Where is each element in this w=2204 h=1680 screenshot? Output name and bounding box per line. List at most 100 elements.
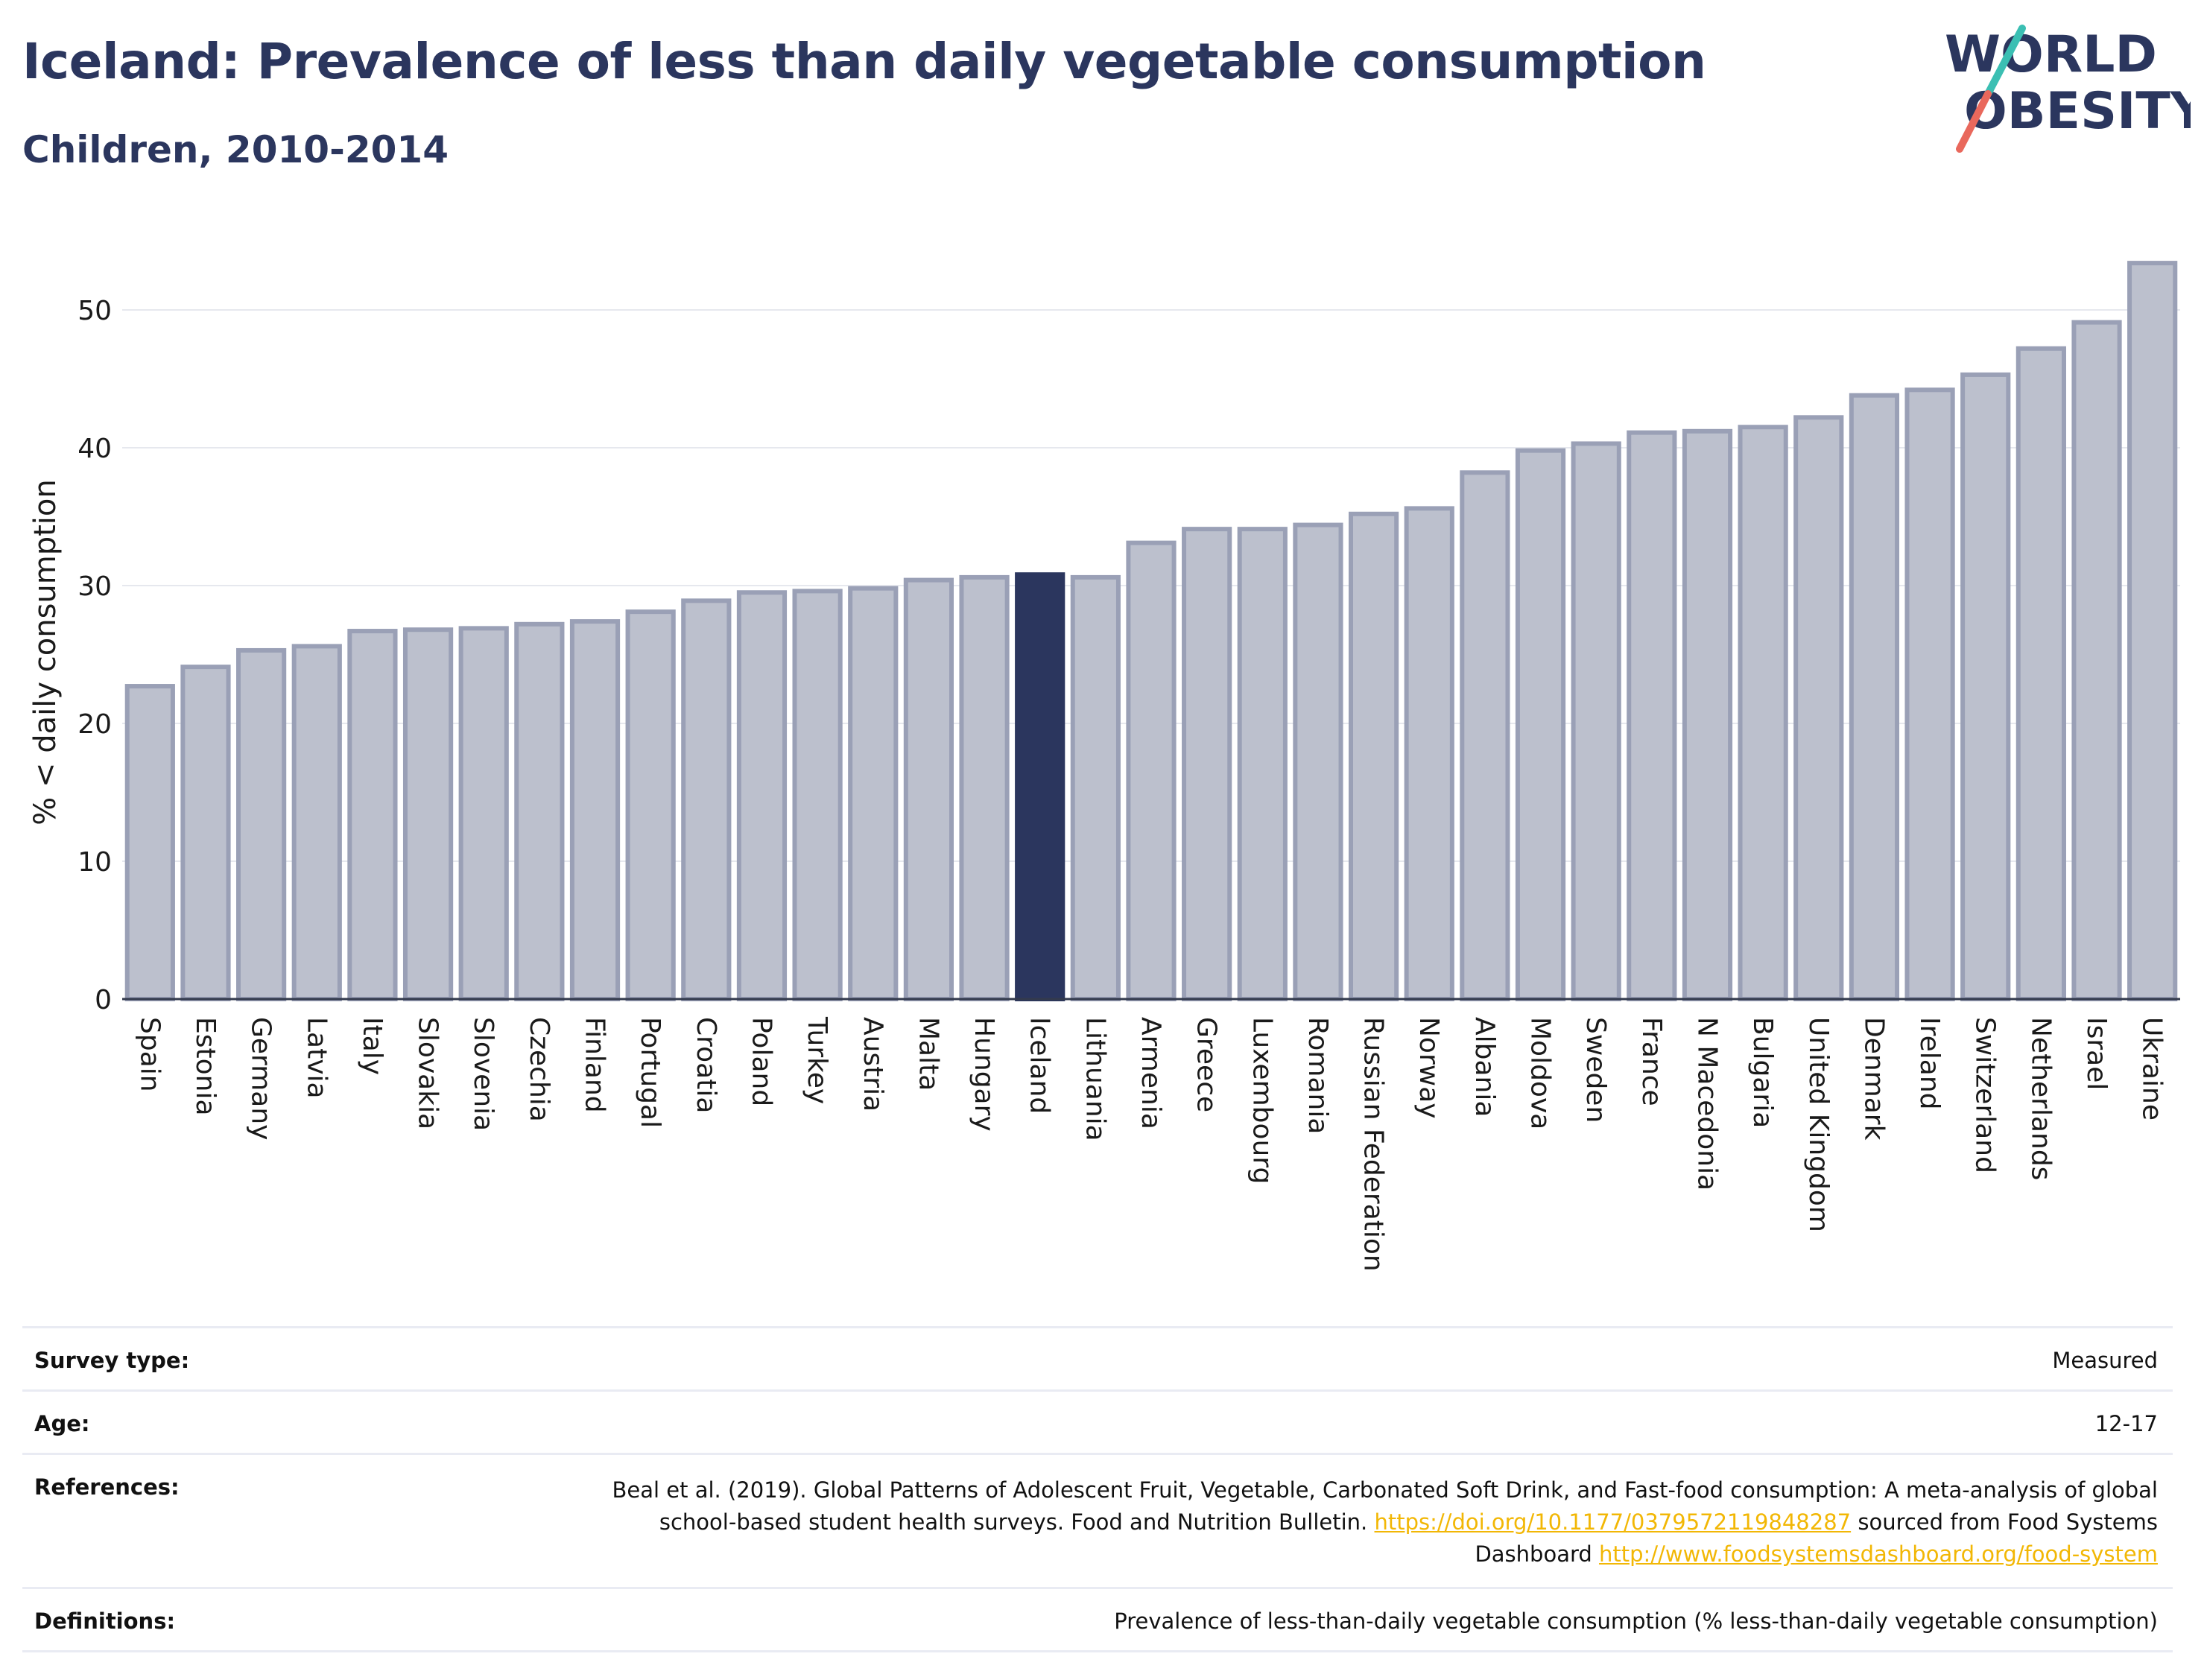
x-tick-label: Iceland [1025, 1017, 1055, 1114]
survey-type-row: Survey type: Measured [22, 1326, 2173, 1389]
chart-subtitle: Children, 2010-2014 [22, 128, 449, 171]
bar-turkey [792, 589, 843, 1001]
x-tick-label: Albania [1469, 1017, 1500, 1117]
y-tick-label: 10 [77, 847, 112, 878]
logo-slash-top [1984, 25, 2026, 98]
x-tick-label: Norway [1413, 1017, 1444, 1119]
y-tick-label: 40 [77, 434, 112, 464]
bar-united-kingdom [1793, 415, 1844, 1001]
y-tick-label: 30 [77, 571, 112, 602]
bars [124, 261, 2178, 1002]
references-source-text: sourced from Food Systems Dashboard [1475, 1509, 2158, 1567]
y-tick-label: 0 [95, 985, 112, 1015]
x-tick-label: Hungary [969, 1017, 999, 1132]
info-table: Survey type: Measured Age: 12-17 Referen… [22, 1326, 2173, 1652]
x-tick-label: Poland [746, 1017, 776, 1106]
bar-n-macedonia [1682, 428, 1733, 1001]
world-obesity-logo: WORLD OBESITY [1945, 25, 2191, 153]
chart-title: Iceland: Prevalence of less than daily v… [22, 33, 1706, 90]
x-tick-label: Austria [858, 1017, 888, 1112]
y-axis-label: % < daily consumption [28, 479, 63, 825]
references-label: References: [34, 1474, 180, 1500]
y-tick-label: 50 [77, 296, 112, 326]
references-row: References: Beal et al. (2019). Global P… [22, 1453, 2173, 1587]
bar-italy [347, 629, 398, 1001]
x-tick-label: N Macedonia [1691, 1017, 1722, 1191]
x-tick-label: Spain [134, 1017, 165, 1092]
x-tick-label: Denmark [1858, 1017, 1889, 1141]
bar-slovakia [402, 627, 454, 1001]
x-tick-label: Italy [357, 1017, 387, 1075]
bar-sweden [1571, 441, 1621, 1001]
bar-norway [1404, 506, 1454, 1001]
bar-armenia [1126, 540, 1177, 1001]
x-tick-label: Croatia [691, 1017, 721, 1113]
bar-luxembourg [1237, 527, 1288, 1001]
bar-albania [1460, 470, 1510, 1001]
definitions-label: Definitions: [34, 1608, 176, 1634]
food-systems-link[interactable]: http://www.foodsystemsdashboard.org/food… [1599, 1541, 2158, 1567]
x-tick-label: United Kingdom [1803, 1017, 1834, 1232]
bar-denmark [1849, 393, 1900, 1001]
age-row: Age: 12-17 [22, 1389, 2173, 1453]
bar-portugal [625, 609, 676, 1001]
logo-slash-bottom [1956, 90, 1992, 153]
bar-chart: 0 10 20 30 40 50 Spain Estonia Germany Latvia Ita… [28, 261, 2180, 1272]
bar-switzerland [1960, 372, 2011, 1001]
survey-type-value: Measured [2052, 1348, 2158, 1373]
x-tick-label: Russian Federation [1358, 1017, 1389, 1272]
references-text: Beal et al. (2019). Global Patterns of A… [612, 1477, 2158, 1535]
x-tick-label: Bulgaria [1747, 1017, 1778, 1128]
references-value: Beal et al. (2019). Global Patterns of A… [556, 1474, 2158, 1570]
y-axis-ticks: 0 10 20 30 40 50 [77, 296, 112, 1015]
bar-greece [1182, 527, 1232, 1001]
y-tick-label: 20 [77, 709, 112, 740]
x-tick-label: Slovenia [468, 1017, 498, 1131]
bar-russian-federation [1348, 511, 1399, 1001]
x-axis-tick-labels: Spain Estonia Germany Latvia Italy Slovakia Sl… [134, 1016, 2167, 1272]
bar-slovenia [458, 626, 509, 1001]
bar-austria [848, 586, 899, 1001]
bar-croatia [681, 598, 732, 1001]
age-value: 12-17 [2094, 1411, 2158, 1436]
x-tick-label: Israel [2081, 1017, 2112, 1090]
logo-line2: OBESITY [1964, 82, 2191, 141]
logo-line1: WORLD [1945, 25, 2157, 84]
x-tick-label: Malta [913, 1017, 943, 1091]
x-tick-label: Finland [580, 1017, 610, 1113]
bar-malta [903, 577, 954, 1002]
bar-moldova [1515, 448, 1566, 1001]
x-tick-label: Czechia [524, 1017, 554, 1122]
bar-ukraine [2127, 261, 2178, 1002]
bar-hungary [959, 574, 1010, 1001]
bar-israel [2071, 320, 2122, 1001]
bar-czechia [514, 621, 565, 1001]
x-tick-label: Germany [246, 1017, 276, 1140]
x-tick-label: Switzerland [1970, 1017, 2001, 1173]
x-tick-label: Slovakia [413, 1017, 443, 1129]
x-tick-label: Lithuania [1080, 1017, 1110, 1141]
bar-bulgaria [1738, 425, 1788, 1001]
x-tick-label: France [1636, 1017, 1667, 1106]
x-tick-label: Netherlands [2025, 1017, 2056, 1180]
x-tick-label: Sweden [1580, 1017, 1611, 1123]
x-tick-label: Ireland [1914, 1017, 1945, 1110]
bar-latvia [291, 644, 342, 1002]
bar-netherlands [2015, 346, 2066, 1002]
definitions-row: Definitions: Prevalence of less-than-dai… [22, 1587, 2173, 1652]
bar-france [1627, 430, 1677, 1001]
doi-link[interactable]: https://doi.org/10.1177/0379572119848287 [1374, 1509, 1852, 1535]
survey-type-label: Survey type: [34, 1348, 190, 1373]
x-tick-label: Armenia [1136, 1017, 1166, 1129]
bar-germany [236, 647, 287, 1001]
x-tick-label: Portugal [635, 1017, 665, 1128]
x-tick-label: Latvia [301, 1017, 332, 1099]
bar-romania [1293, 522, 1343, 1002]
bar-iceland [1015, 572, 1065, 1001]
age-label: Age: [34, 1411, 90, 1436]
x-tick-label: Moldova [1525, 1017, 1556, 1129]
bar-ireland [1904, 387, 1955, 1002]
definitions-value: Prevalence of less-than-daily vegetable … [1114, 1608, 2158, 1634]
x-tick-label: Estonia [190, 1017, 221, 1116]
bar-finland [569, 619, 621, 1001]
